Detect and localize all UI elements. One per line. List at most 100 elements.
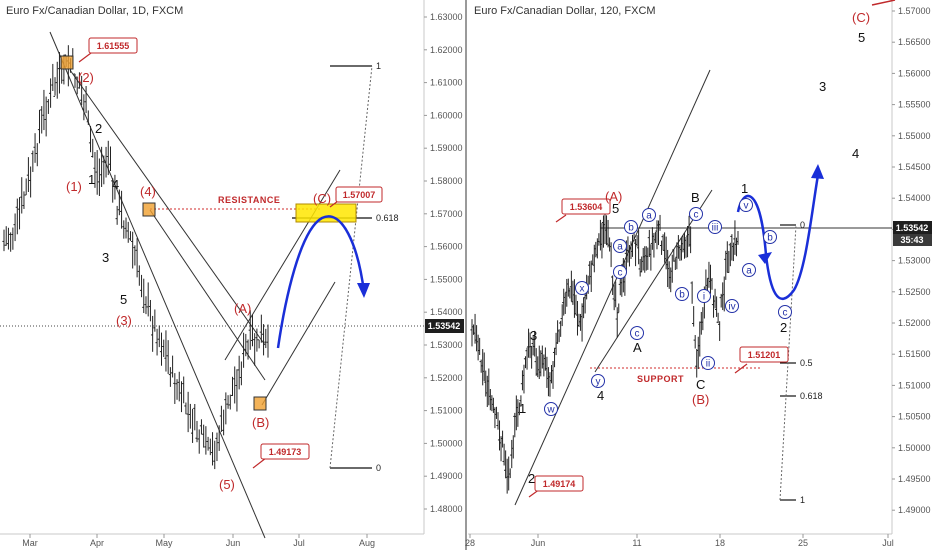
intraday-projection-path	[736, 174, 820, 300]
daily-callout-resistance: 1.57007	[329, 186, 383, 208]
daily-y-tick-label: 1.48000	[430, 504, 463, 514]
intraday-wave-label-C-red: (C)	[852, 10, 870, 25]
intraday-x-tick-label: 11	[632, 538, 641, 548]
intraday-wave-label-4-low: 4	[597, 388, 604, 403]
daily-wave-label-B-red: (B)	[252, 415, 269, 430]
intraday-circled-label-ring	[739, 198, 753, 212]
daily-y-tick-label: 1.54000	[430, 307, 463, 317]
intraday-wave-label-5-high: 5	[858, 30, 865, 45]
daily-resistance-label: RESISTANCE	[218, 195, 280, 205]
intraday-x-tick-label: 18	[715, 538, 725, 548]
intraday-circled-label-text: b	[628, 223, 634, 234]
daily-callout-low-box	[260, 443, 310, 460]
daily-y-tick-label: 1.58000	[430, 176, 463, 186]
intraday-candles	[470, 210, 739, 494]
intraday-y-tick-label: 1.54500	[898, 162, 931, 172]
intraday-circled-label-ring	[742, 263, 756, 277]
daily-wave-label-A-red: (A)	[234, 301, 251, 316]
intraday-circled-label-ring	[575, 281, 589, 295]
intraday-wave-label-2-high: 2	[780, 320, 787, 335]
intraday-fib-1-label: 1	[800, 495, 805, 505]
intraday-callout-support-box	[739, 346, 789, 363]
intraday-projection-arrowhead-up	[811, 164, 824, 179]
daily-x-tick-label: Jul	[293, 538, 305, 548]
intraday-last-price-badge	[893, 221, 932, 234]
daily-fib-level-0618-label: 0.618	[376, 213, 399, 223]
intraday-circled-label-text: a	[617, 242, 623, 253]
daily-y-tick-label: 1.57000	[430, 209, 463, 219]
intraday-circled-label-text: c	[618, 268, 623, 279]
intraday-circled-label-text: a	[646, 211, 652, 222]
daily-pivot-box-wave4	[142, 202, 156, 217]
intraday-wave-label-B: B	[691, 190, 700, 205]
intraday-callout-support: 1.51201	[734, 346, 789, 374]
intraday-circled-label-ring	[613, 239, 627, 253]
daily-y-tick-label: 1.59000	[430, 143, 463, 153]
intraday-callout-support-pointer	[734, 363, 748, 374]
intraday-wave-label-1-high: 1	[741, 181, 748, 196]
daily-callout-high-box	[88, 37, 138, 54]
daily-x-tick-label: Jun	[226, 538, 241, 548]
daily-y-tick-label: 1.61000	[430, 78, 463, 88]
daily-y-axis: 1.63000 1.62000 1.61000 1.60000 1.59000 1.580…	[424, 12, 463, 514]
intraday-circled-label-text: y	[596, 377, 601, 388]
daily-callout-low-text: 1.49173	[269, 447, 302, 457]
daily-wave-label-1-red: (1)	[66, 179, 82, 194]
daily-chart-title: Euro Fx/Canadian Dollar, 1D, FXCM	[6, 5, 183, 17]
daily-y-tick-label: 1.62000	[430, 45, 463, 55]
daily-wave-label-3: 3	[102, 250, 109, 265]
intraday-wave-label-1-low: 1	[519, 401, 526, 416]
intraday-y-tick-label: 1.49000	[898, 505, 931, 515]
daily-rising-channel-lower	[261, 281, 336, 406]
intraday-channel-lower	[594, 189, 713, 373]
intraday-y-tick-label: 1.56500	[898, 37, 931, 47]
intraday-circled-label-text: w	[546, 405, 555, 416]
intraday-y-tick-label: 1.55000	[898, 131, 931, 141]
daily-resistance-zone	[295, 203, 357, 223]
intraday-timer-text: 35:43	[900, 235, 923, 245]
intraday-circled-label-ring	[675, 287, 689, 301]
intraday-y-tick-label: 1.55500	[898, 100, 931, 110]
daily-y-tick-label: 1.55000	[430, 274, 463, 284]
intraday-wave-label-B-red: (B)	[692, 392, 709, 407]
intraday-y-tick-label: 1.50500	[898, 412, 931, 422]
intraday-circled-label-ring	[613, 265, 627, 279]
intraday-x-tick-label: 25	[798, 538, 808, 548]
daily-fib-trend-line	[329, 65, 373, 469]
intraday-wave-label-C: C	[696, 377, 705, 392]
daily-y-tick-label: 1.51000	[430, 406, 463, 416]
daily-rising-channel-upper	[224, 169, 341, 361]
daily-x-tick-label: Aug	[359, 538, 375, 548]
intraday-circled-label-ring	[778, 305, 792, 319]
intraday-y-tick-label: 1.53000	[898, 256, 931, 266]
daily-last-price-text: 1.53542	[428, 321, 461, 331]
daily-y-tick-label: 1.49000	[430, 471, 463, 481]
intraday-wave-label-3-low: 3	[530, 328, 537, 343]
intraday-circled-label-ring	[591, 374, 605, 388]
intraday-circled-label-text: b	[767, 233, 773, 244]
daily-y-tick-label: 1.50000	[430, 438, 463, 448]
daily-panel-background	[0, 0, 464, 550]
intraday-support-label: SUPPORT	[637, 374, 684, 384]
daily-wave-label-2: 2	[95, 121, 102, 136]
daily-x-axis: Mar Apr May Jun Jul Aug	[22, 534, 375, 548]
intraday-x-tick-label: 28	[465, 538, 475, 548]
daily-x-tick-label: Mar	[22, 538, 38, 548]
intraday-circled-label-text: c	[694, 210, 699, 221]
intraday-projection-arrowhead-down	[758, 252, 772, 264]
intraday-callout-top-text: 1.53604	[570, 202, 603, 212]
daily-callout-low: 1.49173	[252, 443, 310, 469]
intraday-callout-top-pointer	[555, 214, 567, 223]
intraday-y-tick-label: 1.50000	[898, 443, 931, 453]
daily-wave-label-1: 1	[88, 172, 95, 187]
daily-wave-label-5-red: (5)	[219, 477, 235, 492]
intraday-circled-label-text: a	[746, 266, 752, 277]
daily-wave-label-C-red: (C)	[313, 191, 331, 206]
intraday-wave-label-2-low: 2	[528, 471, 535, 486]
intraday-circled-label-ring	[763, 230, 777, 244]
daily-wave-label-5: 5	[120, 292, 127, 307]
daily-callout-low-pointer	[252, 457, 267, 469]
intraday-circled-label-ring	[544, 402, 558, 416]
